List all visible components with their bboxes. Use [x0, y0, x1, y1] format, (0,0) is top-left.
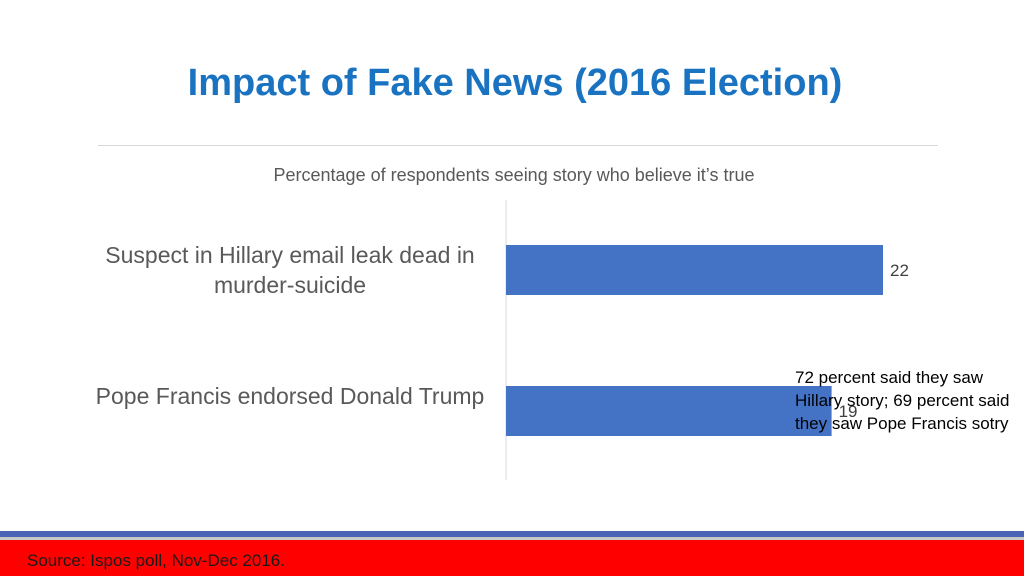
footer-stripe-gray — [0, 537, 1024, 540]
category-label-hillary: Suspect in Hillary email leak dead in mu… — [105, 242, 475, 298]
data-label-1: 19 — [839, 402, 858, 421]
category-label-pope: Pope Francis endorsed Donald Trump — [95, 383, 485, 409]
data-label-0: 22 — [890, 261, 909, 280]
annotation-note: 72 percent said they saw Hillary story; … — [795, 368, 1010, 433]
page-title: Impact of Fake News (2016 Election) — [187, 62, 843, 104]
title-divider — [98, 145, 938, 146]
footer-bar — [0, 540, 1024, 576]
source-note: Source: Ispos poll, Nov-Dec 2016. — [27, 551, 285, 570]
chart-subtitle: Percentage of respondents seeing story w… — [273, 165, 755, 185]
bar-1 — [506, 386, 832, 436]
footer-stripe-blue — [0, 531, 1024, 537]
bar-0 — [506, 245, 883, 295]
